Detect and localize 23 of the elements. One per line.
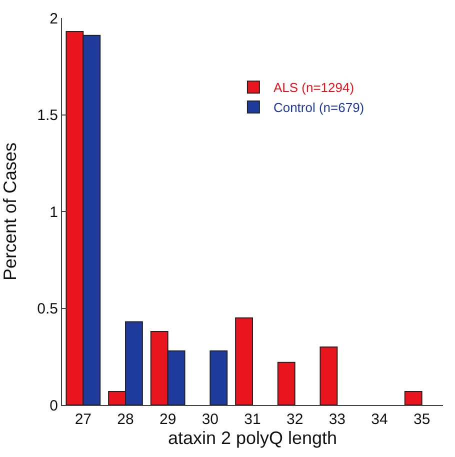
y-tick-label: 1 — [50, 204, 58, 221]
x-tick-label: 34 — [371, 411, 388, 428]
y-tick-label: 1.5 — [37, 107, 58, 124]
bar — [277, 362, 296, 405]
bar — [235, 317, 253, 405]
x-tick-label: 29 — [159, 411, 176, 428]
x-tick-label: 31 — [244, 411, 261, 428]
legend-label: ALS (n=1294) — [273, 80, 354, 96]
bar — [404, 390, 422, 405]
x-axis-title: ataxin 2 polyQ length — [168, 428, 338, 448]
x-tick-label: 30 — [202, 411, 219, 428]
x-tick-label: 32 — [286, 411, 304, 428]
y-tick-label: 2 — [50, 10, 58, 28]
y-axis-title: Percent of Cases — [0, 142, 20, 281]
legend-label: Control (n=679) — [273, 100, 364, 116]
bar — [320, 346, 338, 405]
x-tick-label: 27 — [74, 411, 92, 428]
y-tick-label: 0.5 — [37, 300, 58, 318]
x-tick-label: 35 — [413, 411, 430, 428]
bar — [210, 350, 228, 405]
x-tick-label: 33 — [328, 411, 346, 428]
x-tick-label: 28 — [117, 411, 134, 428]
y-tick-label: 0 — [50, 397, 58, 414]
